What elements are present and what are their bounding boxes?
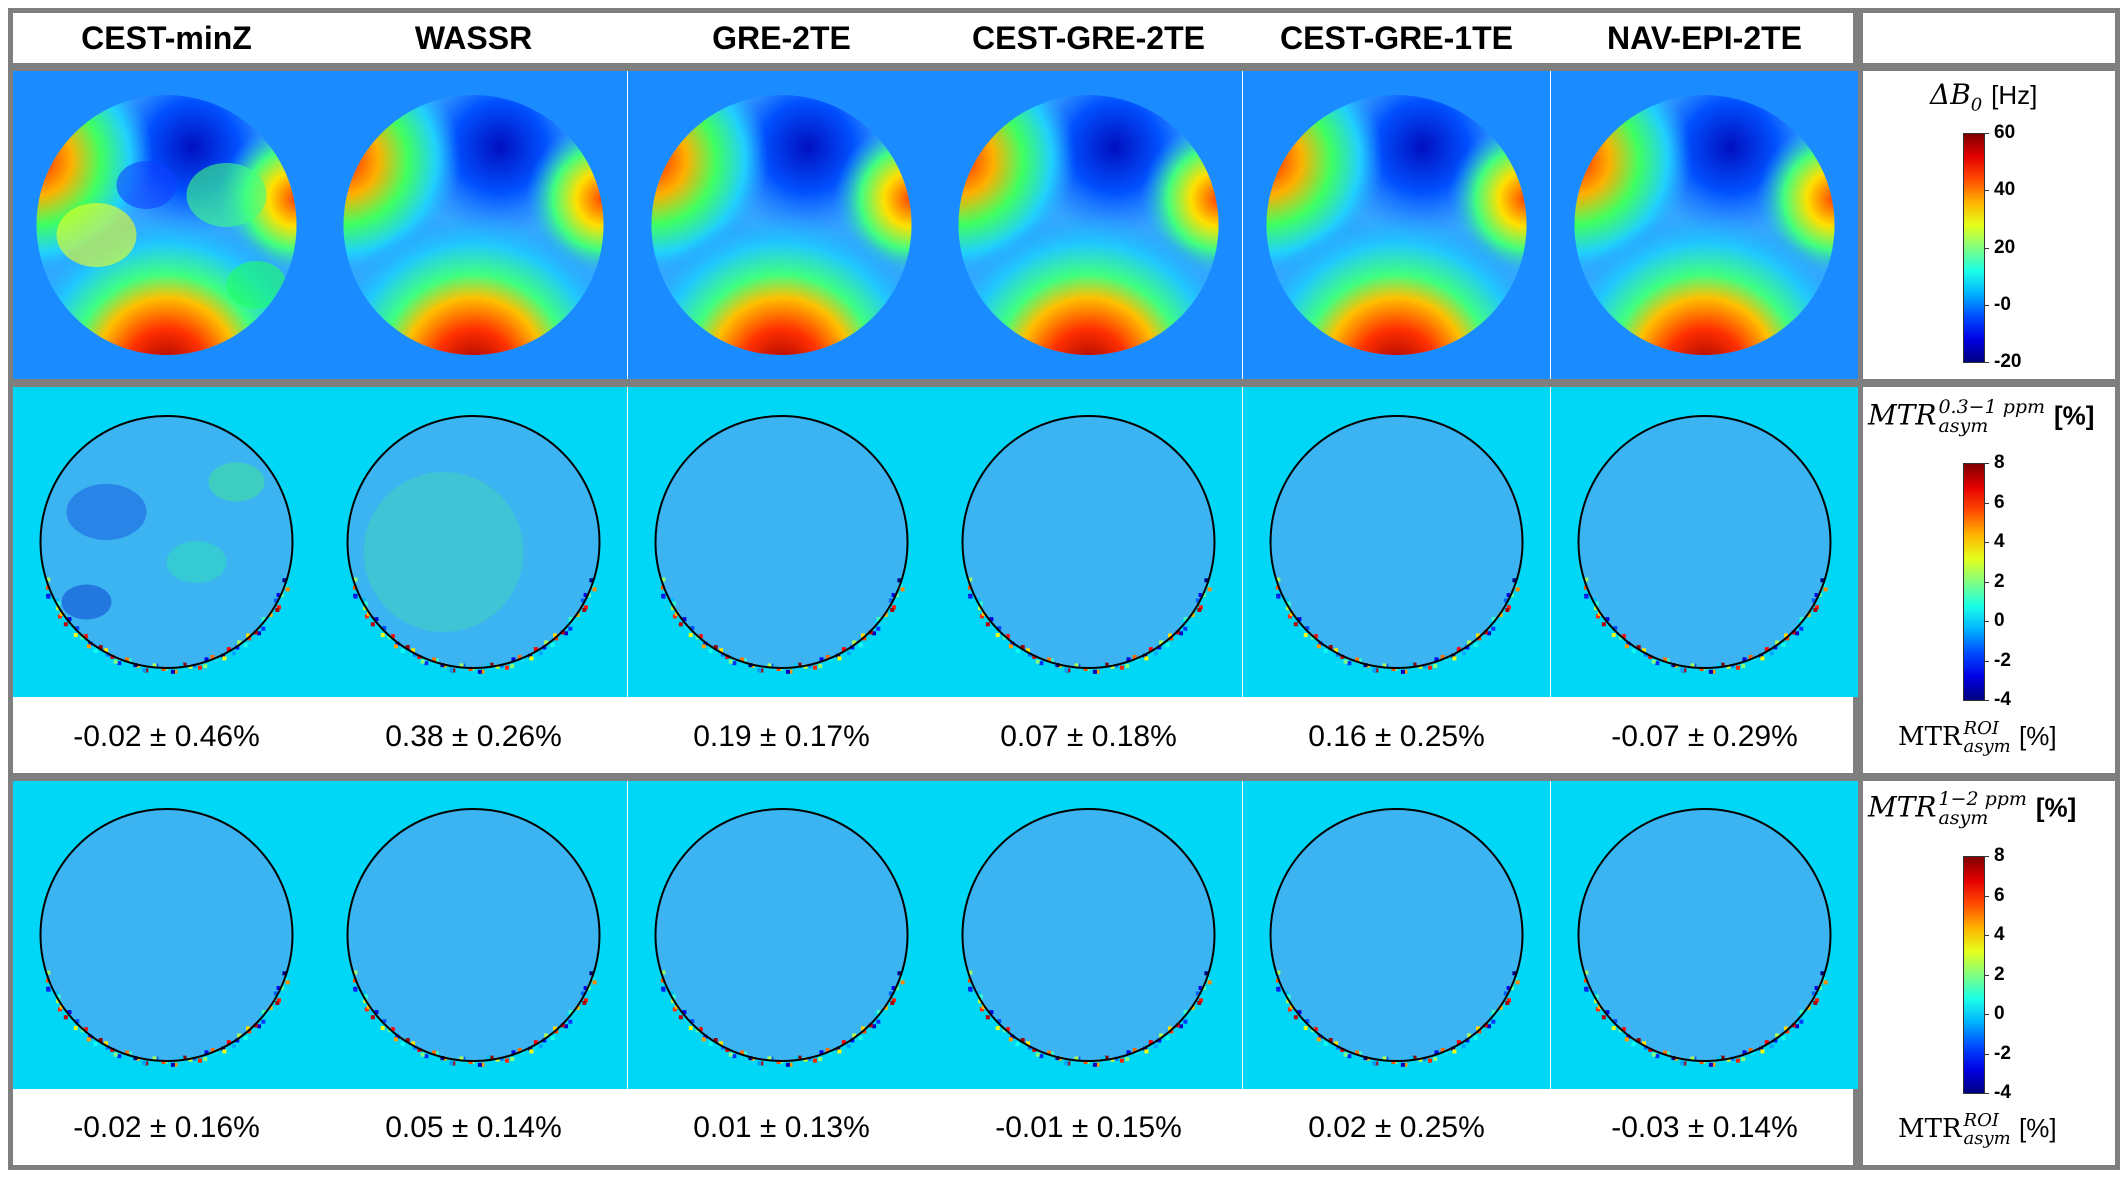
colorbar-tick-label: 8 <box>1994 452 2005 473</box>
roi-label-mtr_03_1: MTR ROI asym [%] <box>1898 718 2057 757</box>
header-corner-frame <box>1858 8 2120 68</box>
roi-circle <box>1269 415 1524 669</box>
colorbar-tick-label: 6 <box>1994 491 2005 513</box>
mtr-map-mtr_1_2-cest-minz <box>13 781 320 1089</box>
column-header-cest-gre-1te: CEST-GRE-1TE <box>1280 19 1513 56</box>
b0-map-cest-gre-2te <box>935 71 1242 379</box>
colorbar-tick-label: 6 <box>1994 884 2005 906</box>
roi-stat-mtr_03_1-cest-gre-2te: 0.07 ± 0.18% <box>1000 720 1177 753</box>
colorbar-tick-mark <box>1985 660 1989 662</box>
b0-map-cest-gre-1te <box>1243 71 1550 379</box>
roi-circle <box>346 415 601 669</box>
roi-stat-mtr_03_1-cest-minz: -0.02 ± 0.46% <box>73 720 260 753</box>
column-header-gre-2te: GRE-2TE <box>712 19 851 56</box>
colorbar-tick-label: 2 <box>1994 963 2005 985</box>
roi-stat-mtr_03_1-cest-gre-1te: 0.16 ± 0.25% <box>1308 720 1485 753</box>
column-header-cest-gre-2te: CEST-GRE-2TE <box>972 19 1205 56</box>
colorbar-tick-mark <box>1985 895 1989 897</box>
roi-circle <box>346 808 601 1062</box>
colorbar-b0 <box>1963 133 1985 363</box>
roi-stat-mtr_1_2-cest-gre-2te: -0.01 ± 0.15% <box>995 1111 1182 1144</box>
colorbar-tick-label: 0 <box>1994 1003 2005 1024</box>
row-b0-legend-frame <box>1858 66 2120 384</box>
colorbar-tick-mark <box>1985 1093 1989 1094</box>
roi-circle <box>961 808 1216 1062</box>
b0-map-nav-epi-2te <box>1551 71 1858 379</box>
roi-stat-mtr_1_2-cest-gre-1te: 0.02 ± 0.25% <box>1308 1111 1485 1144</box>
roi-stat-mtr_1_2-wassr: 0.05 ± 0.14% <box>385 1111 562 1144</box>
roi-stat-mtr_03_1-gre-2te: 0.19 ± 0.17% <box>693 720 870 753</box>
colorbar-title-b0: ΔB0 [Hz] <box>1930 78 2038 116</box>
colorbar-tick-mark <box>1985 581 1989 583</box>
colorbar-tick-mark <box>1985 133 1989 134</box>
colorbar-tick-label: -20 <box>1994 351 2022 372</box>
colorbar-tick-mark <box>1985 502 1989 504</box>
colorbar-tick-mark <box>1985 304 1989 306</box>
colorbar-tick-mark <box>1985 1014 1989 1015</box>
colorbar-tick-mark <box>1985 542 1989 543</box>
mtr-map-mtr_1_2-gre-2te <box>628 781 935 1089</box>
b0-map-gre-2te <box>628 71 935 379</box>
colorbar-tick-label: 40 <box>1994 179 2016 201</box>
roi-stat-mtr_1_2-nav-epi-2te: -0.03 ± 0.14% <box>1611 1111 1798 1144</box>
colorbar-tick-label: 60 <box>1994 122 2016 143</box>
colorbar-tick-label: 20 <box>1994 236 2016 258</box>
roi-stat-mtr_1_2-gre-2te: 0.01 ± 0.13% <box>693 1111 870 1144</box>
row-mtr1-legend-frame <box>1858 382 2120 778</box>
mtr-map-mtr_03_1-cest-gre-1te <box>1243 387 1550 697</box>
colorbar-tick-label: 4 <box>1994 531 2005 552</box>
column-header-wassr: WASSR <box>414 19 533 56</box>
b0-map-wassr <box>320 71 627 379</box>
colorbar-tick-mark <box>1985 463 1989 464</box>
roi-circle <box>1269 808 1524 1062</box>
roi-stat-mtr_1_2-cest-minz: -0.02 ± 0.16% <box>73 1111 260 1144</box>
colorbar-tick-mark <box>1985 362 1989 363</box>
colorbar-tick-mark <box>1985 935 1989 936</box>
roi-stat-mtr_03_1-wassr: 0.38 ± 0.26% <box>385 720 562 753</box>
colorbar-tick-mark <box>1985 974 1989 976</box>
roi-circle <box>1577 808 1832 1062</box>
roi-circle <box>654 808 909 1062</box>
colorbar-tick-label: -4 <box>1994 1082 2011 1103</box>
colorbar-tick-label: 2 <box>1994 570 2005 592</box>
colorbar-title-mtr_03_1: MTR 0.3−1 ppm asym [%] <box>1868 396 2095 437</box>
colorbar-tick-label: 0 <box>1994 610 2005 631</box>
colorbar-mtr_1_2 <box>1963 856 1985 1094</box>
mtr-map-mtr_1_2-cest-gre-1te <box>1243 781 1550 1089</box>
colorbar-mtr_03_1 <box>1963 463 1985 701</box>
colorbar-tick-mark <box>1985 621 1989 622</box>
colorbar-tick-label: -0 <box>1994 293 2011 315</box>
mtr-map-mtr_03_1-cest-gre-2te <box>935 387 1242 697</box>
colorbar-tick-label: 8 <box>1994 845 2005 866</box>
mtr-map-mtr_03_1-wassr <box>320 387 627 697</box>
colorbar-tick-mark <box>1985 1053 1989 1055</box>
roi-circle <box>961 415 1216 669</box>
roi-circle <box>654 415 909 669</box>
header-frame <box>8 8 1858 68</box>
column-header-cest-minz: CEST-minZ <box>81 19 252 56</box>
column-header-nav-epi-2te: NAV-EPI-2TE <box>1607 19 1802 56</box>
mtr-map-mtr_03_1-nav-epi-2te <box>1551 387 1858 697</box>
colorbar-tick-label: -4 <box>1994 689 2011 710</box>
roi-circle <box>39 415 294 669</box>
roi-circle <box>39 808 294 1062</box>
row-mtr2-legend-frame <box>1858 776 2120 1170</box>
mtr-map-mtr_03_1-gre-2te <box>628 387 935 697</box>
colorbar-tick-mark <box>1985 247 1989 249</box>
colorbar-tick-label: -2 <box>1994 649 2011 671</box>
mtr-map-mtr_03_1-cest-minz <box>13 387 320 697</box>
roi-label-mtr_1_2: MTR ROI asym [%] <box>1898 1110 2057 1149</box>
mtr-map-mtr_1_2-cest-gre-2te <box>935 781 1242 1089</box>
mtr-map-mtr_1_2-nav-epi-2te <box>1551 781 1858 1089</box>
mtr-map-mtr_1_2-wassr <box>320 781 627 1089</box>
roi-stat-mtr_03_1-nav-epi-2te: -0.07 ± 0.29% <box>1611 720 1798 753</box>
colorbar-tick-label: 4 <box>1994 924 2005 945</box>
colorbar-title-mtr_1_2: MTR 1−2 ppm asym [%] <box>1868 788 2077 829</box>
colorbar-tick-mark <box>1985 856 1989 857</box>
roi-circle <box>1577 415 1832 669</box>
colorbar-tick-mark <box>1985 190 1989 192</box>
b0-map-cest-minz <box>13 71 320 379</box>
colorbar-tick-label: -2 <box>1994 1042 2011 1064</box>
colorbar-tick-mark <box>1985 700 1989 701</box>
